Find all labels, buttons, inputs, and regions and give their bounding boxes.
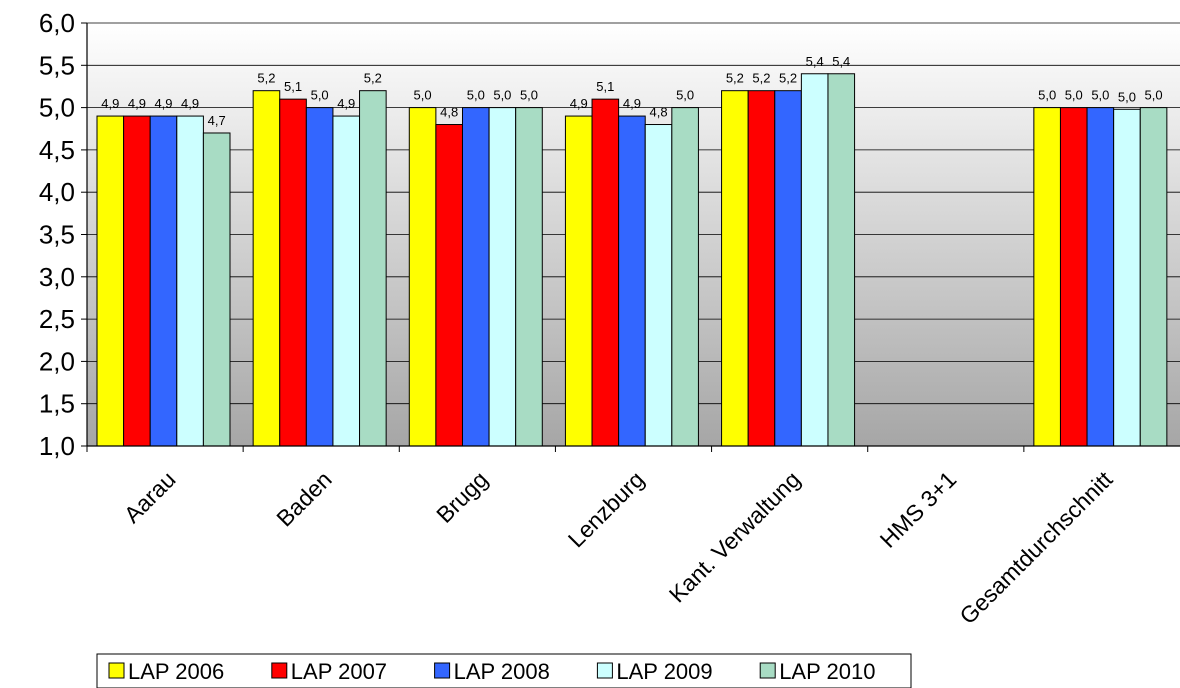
data-label: 5,0 [1065, 88, 1083, 103]
bar [488, 107, 517, 447]
y-tick-label: 3,0 [39, 262, 75, 292]
bar [747, 90, 776, 447]
y-tick-label: 1,5 [39, 389, 75, 419]
data-label: 5,2 [364, 71, 382, 86]
bar [279, 98, 307, 447]
bar [515, 107, 543, 447]
bar [202, 132, 231, 447]
bar [96, 115, 125, 447]
data-label: 5,0 [1118, 89, 1136, 104]
y-tick-label: 2,5 [39, 304, 75, 334]
data-label: 4,9 [570, 96, 588, 111]
y-tick-label: 3,5 [39, 220, 75, 250]
x-tick-label: Baden [271, 466, 336, 531]
data-label: 5,0 [676, 88, 694, 103]
bars [96, 73, 1168, 447]
data-label: 4,9 [128, 96, 146, 111]
bar [774, 90, 802, 447]
bar [618, 115, 646, 447]
data-label: 5,0 [467, 88, 485, 103]
legend-label: LAP 2008 [454, 659, 550, 684]
y-tick-label: 6,0 [39, 8, 75, 38]
legend-swatch [759, 662, 776, 679]
y-tick-label: 2,0 [39, 346, 75, 376]
bar [671, 107, 699, 447]
bar [1086, 107, 1115, 447]
data-label: 5,4 [832, 54, 850, 69]
bar [1113, 108, 1141, 447]
data-label: 5,2 [726, 71, 744, 86]
data-label: 5,2 [257, 71, 275, 86]
legend-label: LAP 2007 [291, 659, 387, 684]
x-tick-label: Gesamtdurchschnitt [954, 466, 1117, 629]
y-tick-label: 5,5 [39, 50, 75, 80]
data-label: 4,7 [208, 113, 226, 128]
bar [252, 90, 281, 447]
data-label: 4,8 [440, 105, 458, 120]
bar [149, 115, 178, 447]
y-tick-label: 1,0 [39, 431, 75, 461]
data-label: 5,4 [806, 54, 824, 69]
bar [1033, 107, 1061, 447]
data-label: 4,9 [337, 96, 355, 111]
data-label: 5,0 [1145, 88, 1163, 103]
bar [123, 115, 151, 447]
legend-label: LAP 2006 [128, 659, 224, 684]
bar [359, 90, 387, 447]
data-label: 5,0 [493, 88, 511, 103]
y-tick-label: 4,0 [39, 177, 75, 207]
bar [435, 124, 463, 447]
data-label: 4,9 [101, 96, 119, 111]
bar [827, 73, 856, 447]
legend-label: LAP 2009 [616, 659, 712, 684]
bar [1059, 107, 1088, 447]
data-label: 5,0 [1091, 88, 1109, 103]
bar [176, 115, 204, 447]
data-label: 5,1 [284, 79, 302, 94]
bar [721, 90, 749, 447]
bar [644, 124, 673, 447]
bar [408, 107, 437, 447]
data-label: 5,2 [779, 71, 797, 86]
bar [591, 98, 620, 447]
legend-swatch [108, 662, 125, 679]
data-label: 4,9 [181, 96, 199, 111]
data-label: 5,0 [311, 88, 329, 103]
x-tick-label: Kant. Verwaltung [664, 466, 805, 607]
x-tick-label: Lenzburg [563, 466, 649, 552]
data-label: 5,1 [596, 79, 614, 94]
bar [1139, 107, 1168, 447]
data-labels: 4,9 5,2 5,0 4,9 5,2 5,0 4,9 5,1 4,8 5,1 5,2 5,0 4,9 5… [101, 54, 1162, 128]
data-label: 4,9 [623, 96, 641, 111]
x-tick-label: HMS 3+1 [875, 466, 962, 553]
bar [564, 115, 593, 447]
data-label: 5,0 [414, 88, 432, 103]
y-tick-label: 4,5 [39, 135, 75, 165]
data-label: 5,2 [752, 71, 770, 86]
x-tick-label: Aarau [119, 466, 181, 528]
y-tick-label: 5,0 [39, 93, 75, 123]
x-tick-label: Brugg [431, 466, 493, 528]
legend: LAP 2006 LAP 2007 LAP 2008 LAP 2009 LAP 2010 [96, 653, 912, 688]
data-label: 4,8 [649, 105, 667, 120]
legend-swatch [434, 662, 451, 679]
bar [305, 107, 334, 447]
data-label: 5,0 [1038, 88, 1056, 103]
legend-swatch [596, 662, 613, 679]
bar [800, 73, 829, 447]
bar [461, 107, 490, 447]
legend-label: LAP 2010 [779, 659, 875, 684]
data-label: 4,9 [154, 96, 172, 111]
legend-swatch [271, 662, 288, 679]
data-label: 5,0 [520, 88, 538, 103]
bar [332, 115, 361, 447]
